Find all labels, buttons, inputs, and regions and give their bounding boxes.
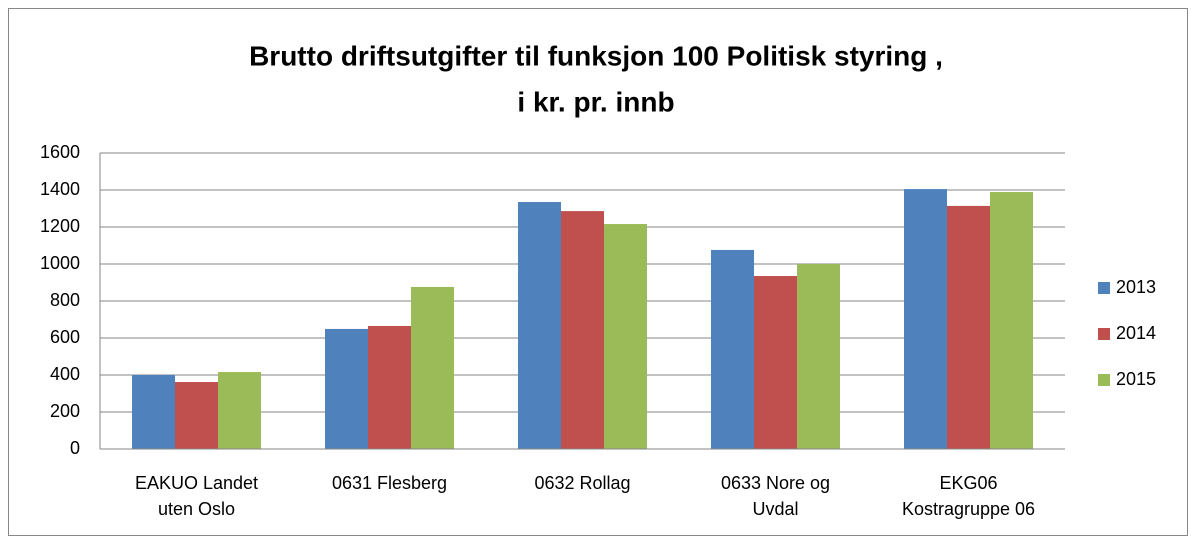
x-tick-label: EKG06 Kostragruppe 06 xyxy=(901,473,1036,519)
y-tick-label: 400 xyxy=(50,364,80,384)
y-tick-label: 200 xyxy=(50,401,80,421)
bar xyxy=(604,224,647,449)
y-tick-label: 1200 xyxy=(40,216,80,236)
legend-label: 2015 xyxy=(1116,369,1156,389)
bar xyxy=(411,286,454,449)
legend-label: 2014 xyxy=(1116,323,1156,343)
y-tick-label: 600 xyxy=(50,327,80,347)
bar xyxy=(990,192,1033,449)
bar xyxy=(561,211,604,449)
x-tick-label: EAKUO Landet uten Oslo xyxy=(134,473,259,519)
bar xyxy=(218,372,261,449)
bar xyxy=(368,325,411,449)
bar xyxy=(175,382,218,449)
x-tick-label: 0632 Rollag xyxy=(534,473,631,493)
y-tick-label: 1600 xyxy=(40,142,80,162)
bar xyxy=(132,375,175,449)
bar xyxy=(518,202,561,449)
y-tick-label: 1000 xyxy=(40,253,80,273)
bar xyxy=(947,205,990,449)
legend-swatch xyxy=(1098,374,1110,386)
y-tick-label: 1400 xyxy=(40,179,80,199)
chart-title: Brutto driftsutgifter til funksjon 100 P… xyxy=(249,40,943,71)
legend-swatch xyxy=(1098,282,1110,294)
bar xyxy=(904,189,947,449)
y-tick-label: 800 xyxy=(50,290,80,310)
bar xyxy=(325,328,368,449)
x-tick-label: 0631 Flesberg xyxy=(331,473,448,493)
bar xyxy=(797,264,840,449)
chart-title: i kr. pr. innb xyxy=(517,86,674,117)
legend-label: 2013 xyxy=(1116,277,1156,297)
bar xyxy=(754,276,797,449)
y-tick-label: 0 xyxy=(70,438,80,458)
x-tick-label: 0633 Nore og Uvdal xyxy=(720,473,831,519)
bar xyxy=(711,249,754,449)
legend-swatch xyxy=(1098,328,1110,340)
